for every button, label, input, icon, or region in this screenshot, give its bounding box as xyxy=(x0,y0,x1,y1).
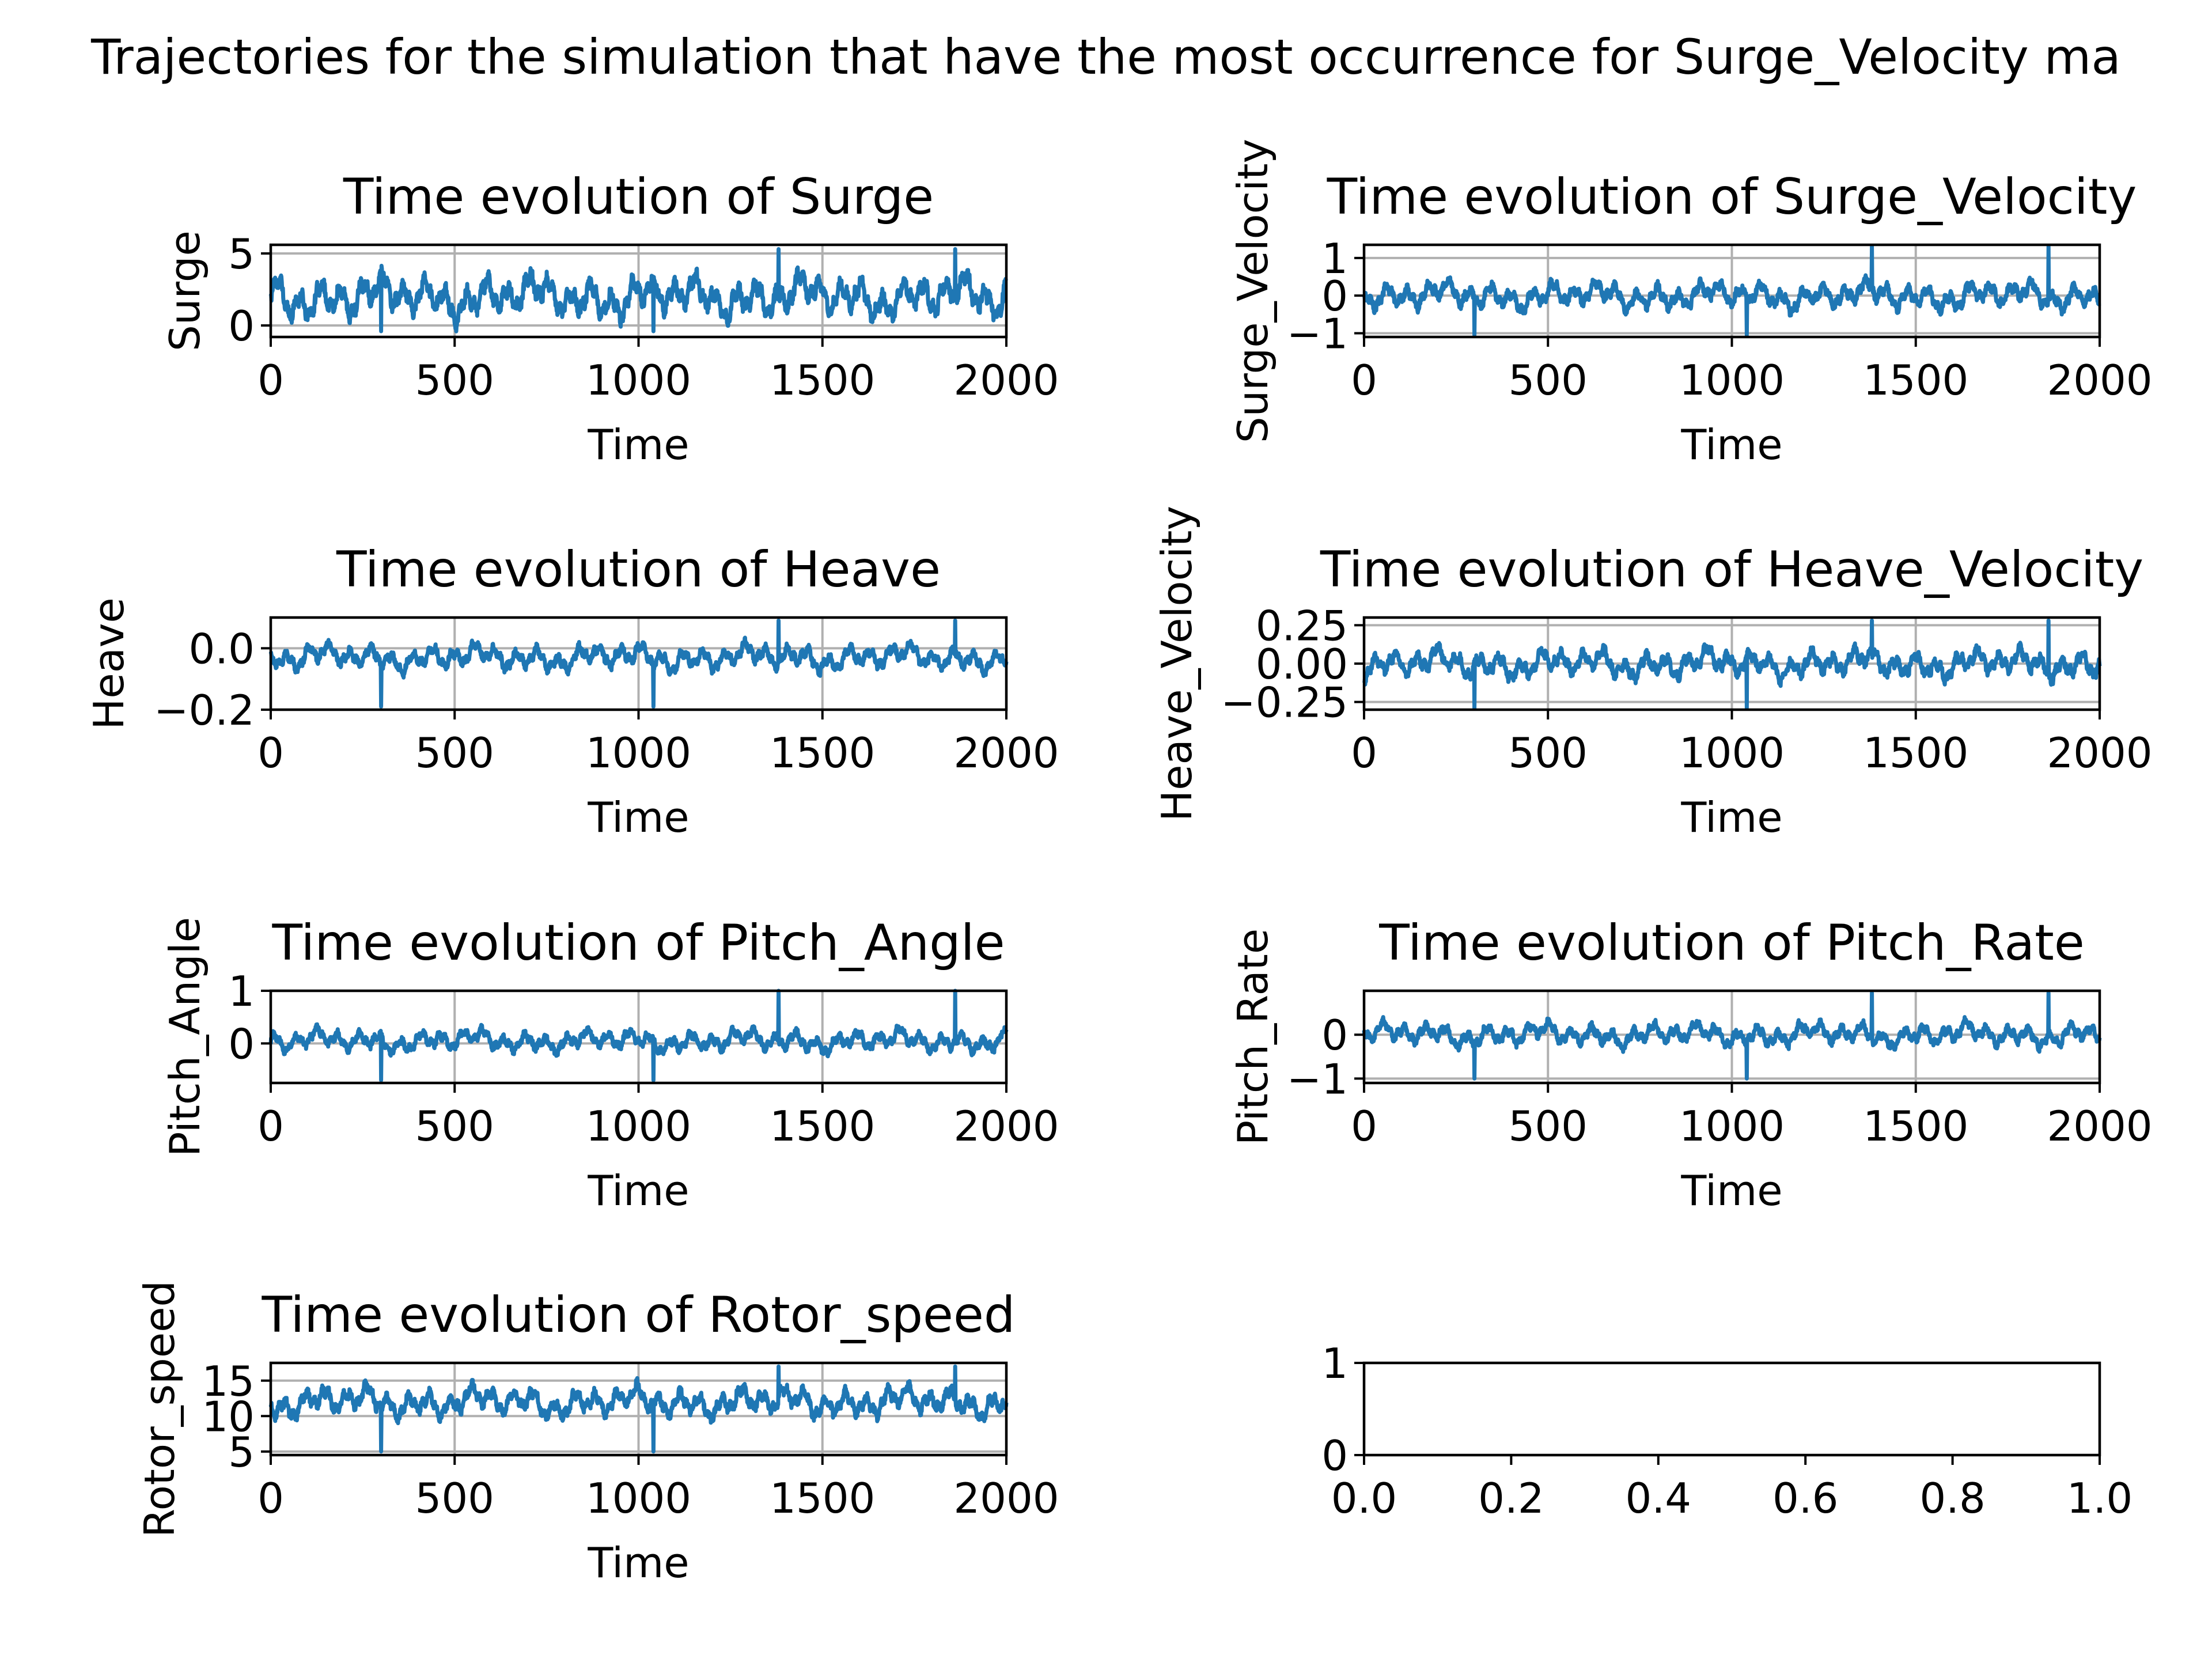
x-tick-label: 1500 xyxy=(1863,356,1968,404)
x-axis-label: Time xyxy=(587,1539,689,1587)
y-axis-label: Rotor_speed xyxy=(135,1281,184,1537)
series-line xyxy=(1362,244,2101,338)
y-axis-label: Surge_Velocity xyxy=(1229,139,1277,443)
y-axis-label: Surge xyxy=(161,230,209,351)
x-tick-label: 0 xyxy=(257,1474,284,1522)
x-axis-label: Time xyxy=(587,421,689,469)
x-tick-label: 2000 xyxy=(953,1474,1059,1522)
subplot-title: Time evolution of Surge_Velocity xyxy=(1327,168,2137,226)
subplot-title: Time evolution of Heave xyxy=(336,541,941,599)
x-axis-label: Time xyxy=(587,1166,689,1215)
x-tick-label: 2000 xyxy=(2047,356,2152,404)
x-tick-label: 500 xyxy=(415,1102,494,1150)
x-tick-label: 0 xyxy=(257,1102,284,1150)
y-tick-label: 10 xyxy=(202,1392,255,1441)
x-axis-label: Time xyxy=(1680,421,1782,469)
x-tick-label: 1500 xyxy=(1863,729,1968,777)
x-tick-label: 1000 xyxy=(1679,729,1785,777)
series-line xyxy=(268,988,1009,1082)
x-tick-label: 2000 xyxy=(953,729,1059,777)
x-tick-label: 0.6 xyxy=(1772,1474,1839,1522)
series-line xyxy=(268,1364,1009,1454)
subplot-title: Time evolution of Pitch_Rate xyxy=(1378,914,2085,972)
subplot-title: Time evolution of Surge xyxy=(343,168,934,226)
series-line xyxy=(1362,618,2102,710)
x-tick-label: 1000 xyxy=(1679,1102,1785,1150)
y-tick-label: 0 xyxy=(1321,272,1348,320)
x-tick-label: 0.4 xyxy=(1626,1474,1692,1522)
y-tick-label: 1 xyxy=(1321,234,1348,283)
subplot-3: 0 500 1000 1500 2000 −0.2 0.0 Time evolution of… xyxy=(85,541,1059,842)
x-tick-label: 2000 xyxy=(2047,1102,2152,1150)
x-tick-label: 1000 xyxy=(586,356,691,404)
y-axis-label: Heave xyxy=(85,597,133,729)
y-tick-label: 15 xyxy=(202,1357,255,1406)
x-tick-label: 0.2 xyxy=(1478,1474,1544,1522)
y-axis-label: Heave_Velocity xyxy=(1153,506,1201,821)
y-tick-label: 0 xyxy=(1321,1431,1348,1480)
x-tick-label: 500 xyxy=(415,356,494,404)
y-tick-label: 5 xyxy=(228,1428,255,1476)
y-tick-label: 5 xyxy=(228,230,255,278)
subplot-1: 0 500 1000 1500 2000 0 5 Time evolution of Surg… xyxy=(161,168,1059,469)
suptitle: Trajectories for the simulation that hav… xyxy=(90,29,2121,85)
subplot-title: Time evolution of Rotor_speed xyxy=(262,1286,1016,1344)
subplot-title: Time evolution of Pitch_Angle xyxy=(271,914,1005,972)
y-axis-label: Pitch_Angle xyxy=(161,917,209,1157)
x-tick-label: 0 xyxy=(257,729,284,777)
y-tick-label: −0.25 xyxy=(1221,679,1348,727)
x-tick-label: 1500 xyxy=(770,729,875,777)
y-tick-label: 0 xyxy=(228,302,255,350)
subplot-6: 0 500 1000 1500 2000 −10 Time evolution of Pit… xyxy=(1229,914,2153,1215)
x-tick-label: 2000 xyxy=(2047,729,2152,777)
x-tick-label: 1000 xyxy=(586,729,691,777)
x-tick-label: 500 xyxy=(1509,1102,1588,1150)
y-tick-label: 0 xyxy=(1321,1011,1348,1059)
subplot-title: Time evolution of Heave_Velocity xyxy=(1320,541,2143,599)
x-tick-label: 0.0 xyxy=(1331,1474,1397,1522)
x-axis-label: Time xyxy=(1680,793,1782,842)
series-line xyxy=(268,618,1009,709)
y-tick-label: 1 xyxy=(1321,1339,1348,1388)
x-tick-label: 0 xyxy=(1351,356,1377,404)
y-tick-label: 0.0 xyxy=(188,624,255,673)
x-tick-label: 500 xyxy=(415,1474,494,1522)
axes-frame xyxy=(1362,1361,2101,1457)
x-tick-label: 2000 xyxy=(953,1102,1059,1150)
y-tick-label: −1 xyxy=(1287,309,1348,358)
x-tick-label: 500 xyxy=(415,729,494,777)
x-axis-label: Time xyxy=(587,793,689,842)
x-tick-label: 1500 xyxy=(770,356,875,404)
x-tick-label: 500 xyxy=(1509,356,1588,404)
x-tick-label: 0 xyxy=(1351,729,1377,777)
series-line xyxy=(1362,991,2102,1081)
y-tick-label: 0 xyxy=(228,1020,255,1068)
y-tick-label: 1 xyxy=(228,967,255,1016)
x-tick-label: 0 xyxy=(257,356,284,404)
y-tick-label: −0.2 xyxy=(154,686,255,734)
x-tick-label: 1000 xyxy=(586,1102,691,1150)
x-tick-label: 0.8 xyxy=(1919,1474,1986,1522)
x-tick-label: 1.0 xyxy=(2067,1474,2133,1522)
y-tick-label: 0.25 xyxy=(1256,601,1348,650)
y-axis-label: Pitch_Rate xyxy=(1229,929,1277,1145)
x-tick-label: 1000 xyxy=(586,1474,691,1522)
series-line xyxy=(268,247,1008,334)
y-tick-label: −1 xyxy=(1287,1055,1348,1103)
x-tick-label: 1000 xyxy=(1679,356,1785,404)
y-tick-label: 0.00 xyxy=(1256,640,1348,688)
x-axis-label: Time xyxy=(1680,1166,1782,1215)
subplot-8: 0.0 0.2 0.4 0.6 0.8 1.0 0 1 xyxy=(1321,1339,2133,1522)
x-tick-label: 500 xyxy=(1509,729,1588,777)
x-tick-label: 1500 xyxy=(1863,1102,1968,1150)
x-tick-label: 2000 xyxy=(953,356,1059,404)
x-tick-label: 1500 xyxy=(770,1474,875,1522)
x-tick-label: 1500 xyxy=(770,1102,875,1150)
x-tick-label: 0 xyxy=(1351,1102,1377,1150)
